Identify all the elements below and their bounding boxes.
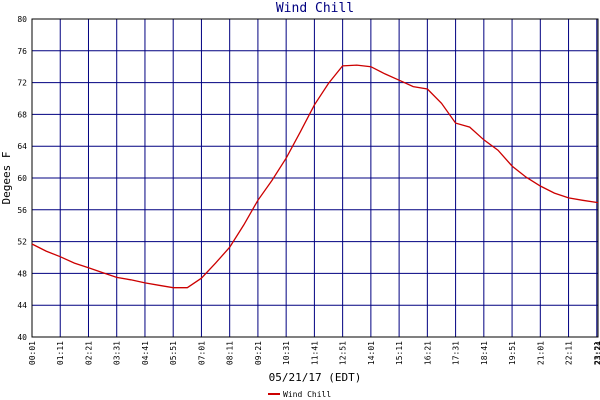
x-tick-label: 19:51 <box>508 341 517 365</box>
x-tick-label: 05:51 <box>169 341 178 365</box>
legend-label: Wind Chill <box>283 390 331 399</box>
x-tick-label: 15:11 <box>395 341 404 365</box>
x-tick-label: 23:21 <box>593 341 600 365</box>
x-tick-label: 04:41 <box>141 341 150 365</box>
plot-border <box>31 18 599 338</box>
x-tick-label: 10:31 <box>282 341 291 365</box>
x-tick-label: 01:11 <box>56 341 65 365</box>
x-tick-label: 07:01 <box>197 341 206 365</box>
y-tick-label: 72 <box>17 79 27 88</box>
y-tick-label: 68 <box>17 110 27 119</box>
x-tick-label: 22:11 <box>565 341 574 365</box>
x-axis-label: 05/21/17 (EDT) <box>269 371 362 384</box>
y-tick-label: 56 <box>17 206 27 215</box>
y-tick-label: 80 <box>17 15 27 24</box>
data-line <box>31 64 599 289</box>
x-tick-label: 17:31 <box>452 341 461 365</box>
y-tick-label: 76 <box>17 47 27 56</box>
x-tick-label: 02:21 <box>84 341 93 365</box>
y-axis-label: Degees F <box>0 152 13 205</box>
x-tick-label: 09:21 <box>254 341 263 365</box>
x-tick-label: 23:24 <box>594 341 600 365</box>
y-tick-label: 52 <box>17 238 27 247</box>
x-tick-label: 03:31 <box>113 341 122 365</box>
x-tick-label: 12:51 <box>339 341 348 365</box>
x-tick-label: 14:01 <box>367 341 376 365</box>
y-tick-label: 64 <box>17 142 27 151</box>
x-tick-label: 11:41 <box>310 341 319 365</box>
x-tick-label: 00:01 <box>28 341 37 365</box>
x-tick-label: 21:01 <box>536 341 545 365</box>
x-tick-label: 08:11 <box>226 341 235 365</box>
x-tick-label: 16:21 <box>423 341 432 365</box>
y-tick-label: 60 <box>17 174 27 183</box>
x-tick-label: 18:41 <box>480 341 489 365</box>
y-tick-label: 44 <box>17 301 27 310</box>
y-tick-label: 48 <box>17 269 27 278</box>
chart-title: Wind Chill <box>276 1 354 16</box>
y-tick-label: 40 <box>17 333 27 342</box>
